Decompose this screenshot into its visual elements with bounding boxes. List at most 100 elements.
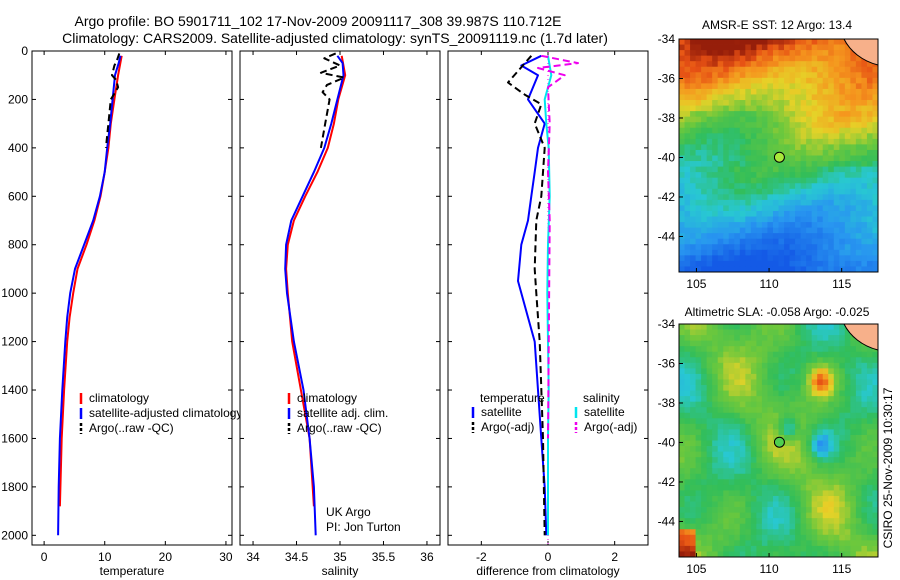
map-cell bbox=[789, 507, 796, 514]
map-cell bbox=[866, 88, 873, 95]
map-cell bbox=[833, 396, 840, 403]
map-cell bbox=[839, 501, 846, 508]
map-cell bbox=[723, 238, 730, 245]
map-cell bbox=[756, 227, 763, 234]
map-cell bbox=[695, 429, 702, 436]
map-cell bbox=[850, 507, 857, 514]
map-cell bbox=[800, 144, 807, 151]
map-cell bbox=[778, 457, 785, 464]
map-cell bbox=[712, 166, 719, 173]
map-cell bbox=[761, 50, 768, 57]
map-cell bbox=[850, 50, 857, 57]
map-cell bbox=[784, 122, 790, 129]
map-cell bbox=[839, 199, 846, 206]
map-cell bbox=[772, 116, 779, 123]
map-cell bbox=[833, 216, 840, 223]
sst-map-title: AMSR-E SST: 12 Argo: 13.4 bbox=[702, 18, 852, 32]
map-cell bbox=[695, 255, 702, 262]
map-cell bbox=[861, 238, 868, 245]
map-cell bbox=[690, 149, 696, 156]
map-cell bbox=[734, 266, 741, 273]
map-cell bbox=[800, 412, 807, 419]
map-cell bbox=[861, 77, 868, 84]
map-cell bbox=[750, 216, 757, 223]
map-cell bbox=[844, 72, 851, 79]
map-cell bbox=[767, 418, 774, 425]
map-cell bbox=[690, 379, 696, 386]
map-cell bbox=[723, 440, 730, 447]
map-cell bbox=[784, 205, 790, 212]
map-cell bbox=[717, 188, 724, 195]
map-cell bbox=[861, 551, 868, 558]
map-cell bbox=[679, 468, 685, 475]
map-cell bbox=[690, 88, 696, 95]
map-cell bbox=[811, 401, 818, 408]
map-cell bbox=[811, 440, 818, 447]
map-cell bbox=[706, 249, 713, 256]
map-cell bbox=[701, 260, 708, 267]
map-cell bbox=[872, 418, 879, 425]
map-cell bbox=[800, 396, 807, 403]
map-cell bbox=[855, 55, 862, 62]
map-cell bbox=[784, 155, 790, 162]
map-cell bbox=[684, 138, 691, 145]
map-cell bbox=[811, 50, 818, 57]
x-tick-label: 34.5 bbox=[285, 550, 309, 564]
map-cell bbox=[761, 429, 768, 436]
map-cell bbox=[817, 255, 824, 262]
map-cell bbox=[806, 233, 813, 240]
map-cell bbox=[772, 50, 779, 57]
map-cell bbox=[690, 418, 696, 425]
map-cell bbox=[690, 116, 696, 123]
map-cell bbox=[756, 423, 763, 430]
map-cell bbox=[828, 373, 835, 380]
map-cell bbox=[789, 260, 796, 267]
map-cell bbox=[789, 55, 796, 62]
map-cell bbox=[855, 210, 862, 217]
map-cell bbox=[839, 529, 846, 536]
map-cell bbox=[679, 199, 685, 206]
map-cell bbox=[866, 122, 873, 129]
map-cell bbox=[706, 379, 713, 386]
map-cell bbox=[861, 216, 868, 223]
map-cell bbox=[866, 396, 873, 403]
map-cell bbox=[684, 222, 691, 229]
map-cell bbox=[844, 161, 851, 167]
map-cell bbox=[679, 122, 685, 129]
map-cell bbox=[756, 429, 763, 436]
map-cell bbox=[723, 324, 730, 330]
map-cell bbox=[734, 451, 741, 458]
map-cell bbox=[789, 529, 796, 536]
map-cell bbox=[723, 529, 730, 536]
map-cell bbox=[833, 194, 840, 201]
map-cell bbox=[739, 88, 746, 95]
map-cell bbox=[817, 172, 824, 179]
map-cell bbox=[828, 260, 835, 267]
map-cell bbox=[684, 351, 691, 358]
map-cell bbox=[701, 357, 708, 364]
map-cell bbox=[723, 66, 730, 73]
map-cell bbox=[767, 545, 774, 552]
map-cell bbox=[866, 407, 873, 414]
map-cell bbox=[712, 155, 719, 162]
map-cell bbox=[822, 205, 829, 212]
map-cell bbox=[839, 238, 846, 245]
map-cell bbox=[679, 534, 685, 541]
map-cell bbox=[701, 518, 708, 525]
map-cell bbox=[684, 100, 691, 106]
map-cell bbox=[778, 238, 785, 245]
map-cell bbox=[861, 407, 868, 414]
map-cell bbox=[872, 238, 879, 245]
map-cell bbox=[866, 512, 873, 519]
map-cell bbox=[839, 266, 846, 273]
map-cell bbox=[839, 111, 846, 118]
map-cell bbox=[772, 149, 779, 156]
map-cell bbox=[706, 401, 713, 408]
map-cell bbox=[701, 540, 708, 547]
map-cell bbox=[756, 199, 763, 206]
map-cell bbox=[717, 507, 724, 514]
map-cell bbox=[767, 551, 774, 558]
map-cell bbox=[690, 61, 696, 68]
map-cell bbox=[811, 172, 818, 179]
map-cell bbox=[706, 534, 713, 541]
